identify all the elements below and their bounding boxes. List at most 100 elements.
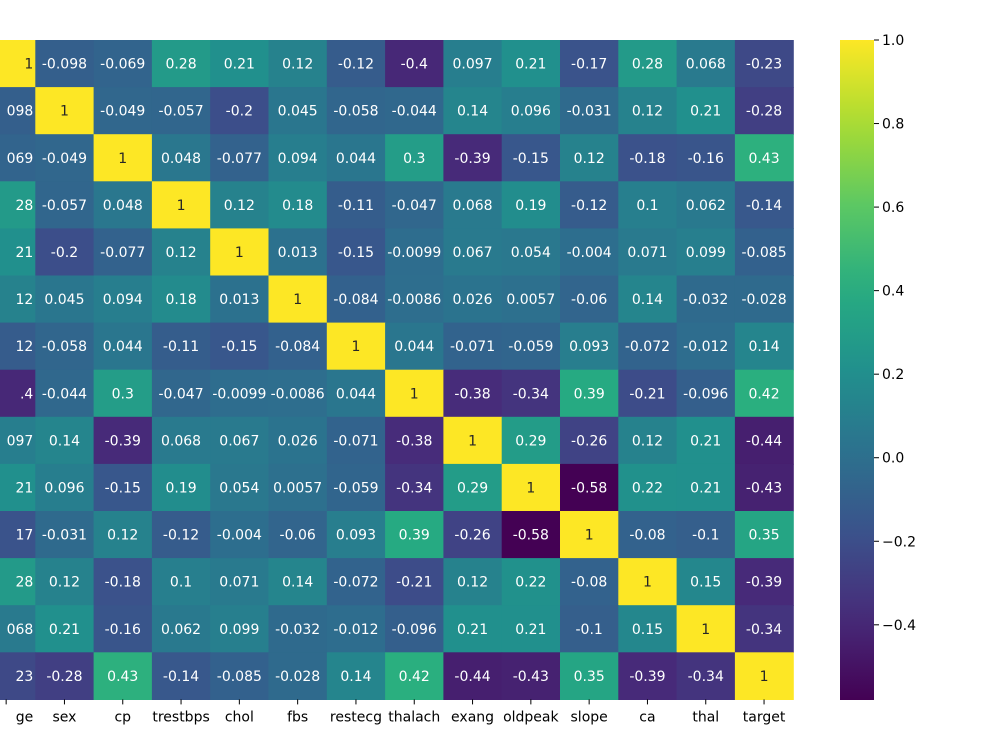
heatmap-cell-value: -0.072	[625, 339, 670, 355]
heatmap-cell	[618, 558, 678, 606]
heatmap-cell-value: 0.068	[686, 57, 726, 73]
heatmap-cell	[443, 511, 503, 559]
heatmap-cell-value: 23	[15, 669, 33, 685]
heatmap-cell-value: 0.43	[748, 151, 779, 167]
x-axis-tick-label: oldpeak	[503, 709, 559, 725]
heatmap-cell	[501, 87, 561, 135]
heatmap-cell	[93, 275, 153, 324]
heatmap-cell-value: 0.12	[457, 575, 488, 591]
heatmap-cell	[0, 463, 36, 512]
heatmap-cell-value: 0.048	[161, 151, 201, 167]
heatmap-cell-value: -0.059	[508, 339, 553, 355]
heatmap-cell-value: -0.12	[163, 528, 199, 544]
heatmap-cell	[385, 322, 444, 371]
heatmap-cell	[676, 87, 736, 135]
heatmap-cell	[326, 652, 386, 700]
heatmap-cell-value: -0.012	[333, 622, 378, 638]
heatmap-cell-value: -0.047	[392, 198, 437, 214]
heatmap-cell	[268, 605, 328, 653]
heatmap-cell-value: 0.013	[278, 245, 318, 261]
heatmap-cell-value: 0.12	[107, 528, 138, 544]
colorbar-tick-label: 0.2	[882, 367, 904, 383]
heatmap-cell-value: -0.049	[100, 104, 145, 120]
heatmap-cell	[0, 652, 36, 700]
heatmap-cell-value: -0.0099	[387, 245, 441, 261]
heatmap-cell	[0, 181, 36, 229]
heatmap-cell	[326, 463, 386, 512]
heatmap-cell	[326, 558, 386, 606]
heatmap-cell-value: -0.06	[280, 528, 316, 544]
heatmap-cell	[93, 40, 153, 88]
heatmap-cell-value: -0.096	[392, 622, 437, 638]
heatmap-cell-value: -0.1	[692, 528, 719, 544]
heatmap-cell	[0, 134, 36, 182]
heatmap-cell	[0, 558, 36, 606]
heatmap-cell-value: 0.35	[748, 528, 779, 544]
heatmap-cell-value: -0.39	[454, 151, 490, 167]
heatmap-cell	[0, 87, 36, 135]
heatmap-cell	[326, 605, 386, 653]
heatmap-cell-value: -0.14	[163, 669, 199, 685]
heatmap-cell	[734, 558, 794, 606]
heatmap-cell	[734, 87, 794, 135]
heatmap-cell-value: -0.34	[513, 386, 549, 402]
heatmap-cell	[93, 181, 153, 229]
heatmap-cell-value: -0.4	[401, 57, 428, 73]
heatmap-cell	[35, 558, 95, 606]
heatmap-cell	[676, 605, 736, 653]
heatmap-cell	[501, 228, 561, 277]
heatmap-cell-value: 0.044	[336, 151, 376, 167]
heatmap-cell-value: 0.39	[399, 528, 430, 544]
heatmap-cell-value: -0.11	[163, 339, 199, 355]
heatmap-cell-value: 0.067	[453, 245, 493, 261]
x-axis-tick-label: exang	[451, 709, 494, 725]
heatmap-cell	[385, 134, 444, 182]
heatmap-cell-value: -0.14	[746, 198, 782, 214]
heatmap-cell	[93, 605, 153, 653]
heatmap-cell	[268, 181, 328, 229]
heatmap-cell	[326, 181, 386, 229]
heatmap-cell	[268, 322, 328, 371]
heatmap-cell	[676, 275, 736, 324]
heatmap-cell-value: -0.096	[683, 386, 728, 402]
heatmap-cell	[560, 369, 619, 418]
heatmap-cell-value: 0.044	[336, 386, 376, 402]
x-axis-tick-label: thalach	[388, 709, 440, 725]
heatmap-cell	[560, 511, 619, 559]
heatmap-cell	[734, 181, 794, 229]
heatmap-cell	[618, 463, 678, 512]
heatmap-cell	[385, 87, 444, 135]
heatmap-cell-value: -0.044	[42, 386, 87, 402]
heatmap-cell-value: -0.12	[338, 57, 374, 73]
heatmap-cell	[210, 228, 270, 277]
heatmap-cell-value: -0.072	[333, 575, 378, 591]
heatmap-cell	[0, 605, 36, 653]
heatmap-cell-value: 0.12	[165, 245, 196, 261]
heatmap-cell-value: 098	[7, 104, 34, 120]
heatmap-cell	[676, 40, 736, 88]
heatmap-cell-value: -0.06	[571, 292, 607, 308]
heatmap-cell-value: -0.58	[571, 480, 607, 496]
heatmap-cell-value: 0.18	[282, 198, 313, 214]
heatmap-cell	[151, 40, 211, 88]
heatmap-cell	[676, 558, 736, 606]
heatmap-cell-value: 0.068	[453, 198, 493, 214]
heatmap-cell-value: -0.15	[338, 245, 374, 261]
heatmap-cell	[501, 181, 561, 229]
heatmap-cell	[385, 228, 444, 277]
heatmap-cell-value: 0.094	[103, 292, 143, 308]
heatmap-cell-value: 0.1	[170, 575, 192, 591]
heatmap-cell	[443, 181, 503, 229]
heatmap-cell	[734, 463, 794, 512]
heatmap-cell-value: 0.42	[399, 669, 430, 685]
heatmap-cell	[0, 322, 36, 371]
heatmap-cell-value: 0.15	[690, 575, 721, 591]
heatmap-cell	[0, 40, 36, 88]
heatmap-cell	[35, 134, 95, 182]
heatmap-cell-value: 0.093	[336, 528, 376, 544]
heatmap-cell-value: 0.21	[690, 104, 721, 120]
heatmap-cell	[210, 40, 270, 88]
heatmap-cell-value: 0.22	[515, 575, 546, 591]
heatmap-cell	[268, 511, 328, 559]
heatmap-cell-value: 0.068	[161, 433, 201, 449]
